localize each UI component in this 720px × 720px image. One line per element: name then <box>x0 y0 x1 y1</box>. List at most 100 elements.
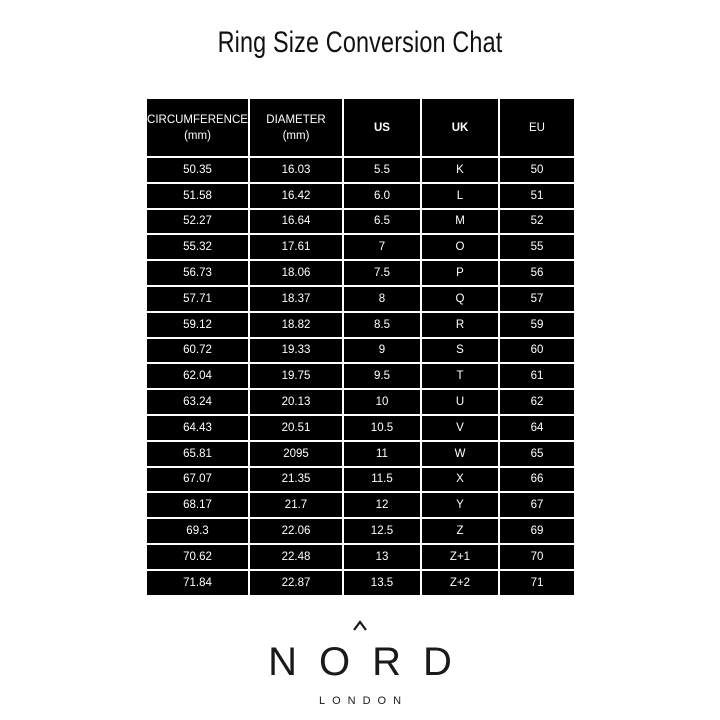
cell-eu: 66 <box>500 467 574 492</box>
table-row: 71.84 22.87 13.5 Z+2 71 <box>147 570 574 595</box>
cell-circumference: 60.72 <box>147 338 248 363</box>
cell-circumference: 68.17 <box>147 493 248 518</box>
header-us: US <box>344 99 420 156</box>
ring-size-table: CIRCUMFERENCE (mm) DIAMETER (mm) US UK EU … <box>145 97 576 597</box>
cell-uk: M <box>422 209 498 234</box>
table-header-row: CIRCUMFERENCE (mm) DIAMETER (mm) US UK EU <box>147 99 574 156</box>
cell-eu: 55 <box>500 235 574 260</box>
cell-us: 7 <box>344 235 420 260</box>
cell-eu: 60 <box>500 338 574 363</box>
table-row: 70.62 22.48 13 Z+1 70 <box>147 544 574 569</box>
cell-uk: S <box>422 338 498 363</box>
cell-uk: Y <box>422 493 498 518</box>
header-circumference: CIRCUMFERENCE (mm) <box>147 99 248 156</box>
cell-diameter: 16.42 <box>250 183 342 208</box>
table-row: 69.3 22.06 12.5 Z 69 <box>147 519 574 543</box>
cell-uk: L <box>422 183 498 208</box>
cell-circumference: 56.73 <box>147 261 248 285</box>
header-eu: EU <box>500 99 574 156</box>
cell-uk: Z <box>422 519 498 543</box>
cell-us: 11.5 <box>344 467 420 492</box>
cell-diameter: 18.06 <box>250 261 342 285</box>
cell-uk: T <box>422 364 498 389</box>
cell-eu: 56 <box>500 261 574 285</box>
cell-eu: 50 <box>500 158 574 182</box>
cell-diameter: 20.13 <box>250 390 342 414</box>
cell-eu: 62 <box>500 390 574 414</box>
cell-circumference: 51.58 <box>147 183 248 208</box>
cell-eu: 59 <box>500 312 574 337</box>
cell-eu: 71 <box>500 570 574 595</box>
cell-us: 12 <box>344 493 420 518</box>
cell-diameter: 20.51 <box>250 415 342 440</box>
cell-uk: Q <box>422 286 498 311</box>
cell-eu: 61 <box>500 364 574 389</box>
cell-us: 13.5 <box>344 570 420 595</box>
logo-nord: NORD <box>268 640 474 684</box>
cell-uk: Z+2 <box>422 570 498 595</box>
cell-diameter: 21.35 <box>250 467 342 492</box>
cell-diameter: 2095 <box>250 441 342 466</box>
cell-uk: U <box>422 390 498 414</box>
cell-diameter: 16.03 <box>250 158 342 182</box>
table-row: 55.32 17.61 7 O 55 <box>147 235 574 260</box>
cell-eu: 69 <box>500 519 574 543</box>
cell-circumference: 63.24 <box>147 390 248 414</box>
cell-us: 10 <box>344 390 420 414</box>
cell-uk: O <box>422 235 498 260</box>
cell-diameter: 21.7 <box>250 493 342 518</box>
cell-eu: 51 <box>500 183 574 208</box>
page-title: Ring Size Conversion Chat <box>217 26 503 59</box>
header-label: DIAMETER <box>266 113 326 126</box>
header-label: CIRCUMFERENCE <box>147 113 248 126</box>
cell-circumference: 71.84 <box>147 570 248 595</box>
cell-us: 11 <box>344 441 420 466</box>
cell-uk: X <box>422 467 498 492</box>
cell-diameter: 22.06 <box>250 519 342 543</box>
cell-diameter: 16.64 <box>250 209 342 234</box>
cell-diameter: 19.75 <box>250 364 342 389</box>
cell-us: 12.5 <box>344 519 420 543</box>
cell-circumference: 62.04 <box>147 364 248 389</box>
cell-us: 7.5 <box>344 261 420 285</box>
cell-circumference: 69.3 <box>147 519 248 543</box>
logo-caret-icon <box>353 620 367 631</box>
table-row: 50.35 16.03 5.5 K 50 <box>147 158 574 182</box>
cell-eu: 64 <box>500 415 574 440</box>
header-uk: UK <box>422 99 498 156</box>
cell-diameter: 17.61 <box>250 235 342 260</box>
cell-us: 10.5 <box>344 415 420 440</box>
cell-uk: V <box>422 415 498 440</box>
cell-uk: P <box>422 261 498 285</box>
cell-eu: 57 <box>500 286 574 311</box>
logo-london: LONDON <box>318 695 409 707</box>
cell-circumference: 55.32 <box>147 235 248 260</box>
cell-us: 5.5 <box>344 158 420 182</box>
header-unit: (mm) <box>282 129 310 142</box>
cell-uk: R <box>422 312 498 337</box>
cell-uk: K <box>422 158 498 182</box>
cell-eu: 67 <box>500 493 574 518</box>
table-row: 63.24 20.13 10 U 62 <box>147 390 574 414</box>
cell-us: 9 <box>344 338 420 363</box>
cell-circumference: 70.62 <box>147 544 248 569</box>
cell-circumference: 67.07 <box>147 467 248 492</box>
cell-us: 9.5 <box>344 364 420 389</box>
cell-eu: 65 <box>500 441 574 466</box>
table-row: 62.04 19.75 9.5 T 61 <box>147 364 574 389</box>
cell-diameter: 22.87 <box>250 570 342 595</box>
cell-circumference: 64.43 <box>147 415 248 440</box>
cell-circumference: 50.35 <box>147 158 248 182</box>
cell-us: 13 <box>344 544 420 569</box>
cell-diameter: 18.37 <box>250 286 342 311</box>
cell-circumference: 57.71 <box>147 286 248 311</box>
cell-us: 6.5 <box>344 209 420 234</box>
cell-uk: Z+1 <box>422 544 498 569</box>
table-row: 52.27 16.64 6.5 M 52 <box>147 209 574 234</box>
cell-circumference: 52.27 <box>147 209 248 234</box>
table-row: 64.43 20.51 10.5 V 64 <box>147 415 574 440</box>
cell-circumference: 59.12 <box>147 312 248 337</box>
cell-eu: 52 <box>500 209 574 234</box>
cell-diameter: 22.48 <box>250 544 342 569</box>
cell-diameter: 18.82 <box>250 312 342 337</box>
